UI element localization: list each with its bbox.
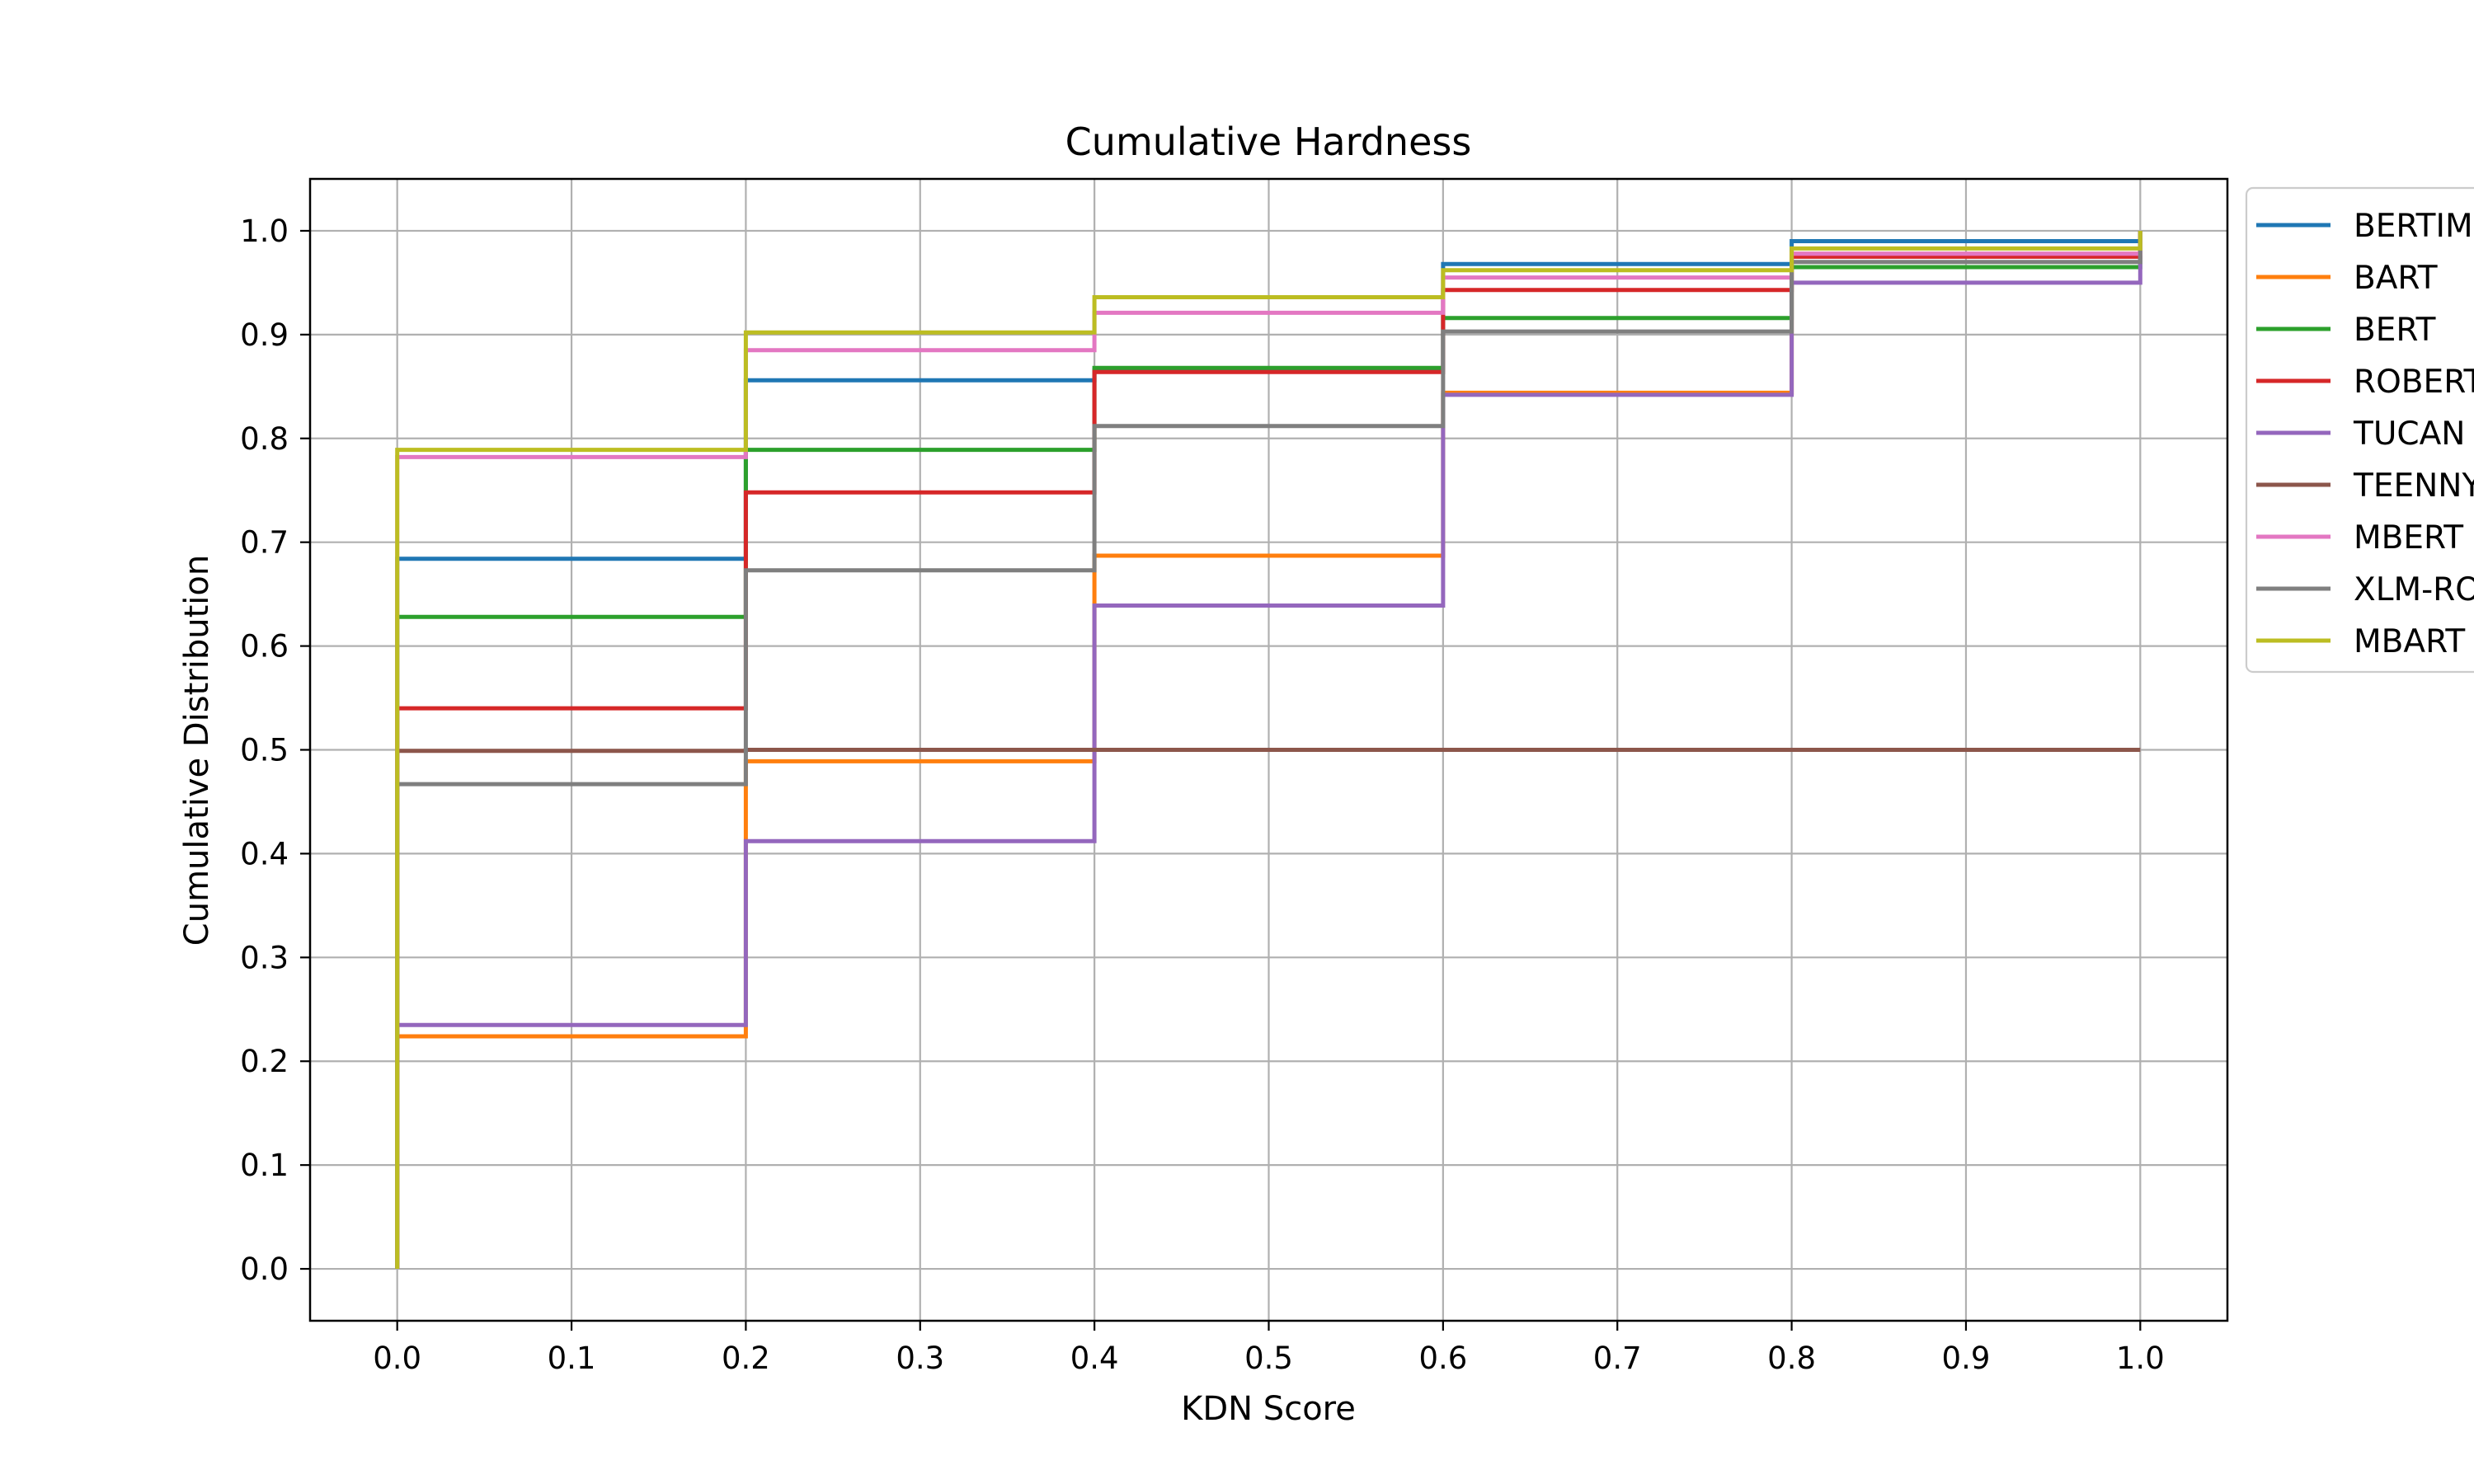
- series-line-bert: [395, 231, 2142, 1269]
- x-tick-label: 0.1: [548, 1341, 596, 1376]
- x-tick-label: 0.9: [1942, 1341, 1991, 1376]
- legend-label-mbart: MBART: [2354, 623, 2465, 660]
- y-tick-label: 1.0: [240, 214, 289, 249]
- legend-label-tucan: TUCAN: [2353, 416, 2465, 453]
- y-axis-ticks: 0.0 0.1 0.2 0.3 0.4 0.5 0.6 0.7 0.8 0.9 1.0: [240, 214, 310, 1287]
- legend-label-xlm-ro: XLM-RO: [2354, 571, 2474, 608]
- y-tick-label: 0.4: [240, 836, 289, 871]
- legend-label-bertim: BERTIM: [2354, 208, 2473, 245]
- x-tick-label: 0.4: [1070, 1341, 1119, 1376]
- series-line-teenny: [395, 748, 2141, 1269]
- x-tick-label: 0.7: [1593, 1341, 1642, 1376]
- legend-label-bert: BERT: [2354, 312, 2436, 349]
- x-tick-label: 0.3: [896, 1341, 944, 1376]
- series-line-tucan: [395, 231, 2142, 1269]
- y-tick-label: 0.0: [240, 1252, 289, 1287]
- x-tick-label: 0.2: [722, 1341, 770, 1376]
- legend-label-bart: BART: [2354, 260, 2438, 297]
- series-line-mbart: [395, 231, 2142, 1269]
- legend-label-teenny: TEENNY: [2353, 467, 2474, 505]
- y-tick-label: 0.9: [240, 317, 289, 353]
- series-line-xlm-ro: [395, 231, 2142, 1269]
- x-tick-label: 0.0: [373, 1341, 421, 1376]
- x-tick-label: 0.6: [1418, 1341, 1467, 1376]
- y-tick-label: 0.6: [240, 629, 289, 665]
- y-tick-label: 0.2: [240, 1044, 289, 1079]
- x-tick-label: 0.5: [1244, 1341, 1293, 1376]
- legend-label-mbert: MBERT: [2354, 519, 2463, 556]
- y-tick-label: 0.1: [240, 1148, 289, 1183]
- legend-label-robert: ROBERT: [2354, 364, 2474, 401]
- series-lines: [395, 231, 2142, 1269]
- y-tick-label: 0.8: [240, 421, 289, 457]
- x-axis-label: KDN Score: [1181, 1390, 1356, 1428]
- y-tick-label: 0.7: [240, 525, 289, 561]
- x-tick-label: 0.8: [1767, 1341, 1816, 1376]
- y-tick-label: 0.5: [240, 733, 289, 768]
- legend: BERTIM BART BERT ROBERT TUCAN TEENNY MBERT XLM-…: [2245, 186, 2474, 674]
- y-axis-label: Cumulative Distribution: [178, 555, 216, 946]
- chart-title: Cumulative Hardness: [1065, 120, 1472, 164]
- x-axis-ticks: 0.0 0.1 0.2 0.3 0.4 0.5 0.6 0.7 0.8 0.9 1.0: [373, 1321, 2165, 1376]
- series-line-robert: [395, 231, 2142, 1269]
- legend-box: [2245, 186, 2474, 674]
- y-tick-label: 0.3: [240, 940, 289, 975]
- x-tick-label: 1.0: [2116, 1341, 2165, 1376]
- series-line-mbert: [395, 231, 2142, 1269]
